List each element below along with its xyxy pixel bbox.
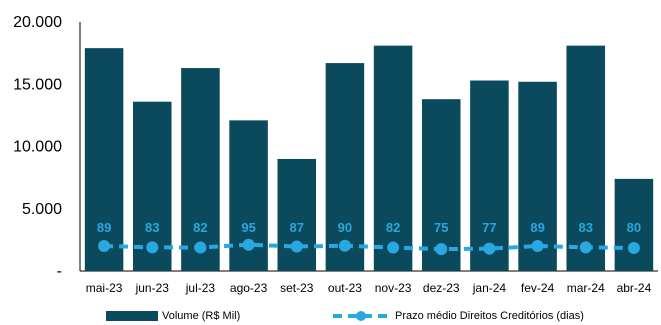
data-label: 77 — [482, 220, 496, 235]
bar — [421, 99, 461, 271]
line-point — [194, 241, 207, 254]
y-tick-label: 10.000 — [13, 139, 62, 156]
line-point — [579, 241, 592, 254]
data-label: 83 — [579, 220, 593, 235]
line-point — [483, 242, 496, 255]
x-tick-label: fev-24 — [521, 281, 555, 295]
bar — [614, 178, 654, 271]
line-point — [242, 238, 255, 251]
x-tick-label: dez-23 — [423, 281, 460, 295]
line-point — [387, 241, 400, 254]
x-tick-label: nov-23 — [375, 281, 412, 295]
data-label: 89 — [97, 220, 111, 235]
bar — [518, 81, 557, 271]
bar — [181, 68, 220, 271]
data-label: 90 — [338, 220, 352, 235]
line-point — [98, 240, 111, 253]
data-label: 80 — [627, 220, 641, 235]
data-label: 83 — [145, 220, 159, 235]
line-point — [435, 243, 448, 256]
line-point — [146, 241, 159, 254]
x-tick-labels: mai-23 jun-23 jul-23 ago-23 set-23 out-23 nov-… — [86, 281, 652, 295]
y-tick-label: 15.000 — [13, 76, 62, 93]
legend-label-prazo: Prazo médio Direitos Creditórios (dias) — [395, 310, 584, 322]
bar-series — [84, 45, 654, 272]
y-tick-labels: - 5.000 10.000 15.000 20.000 — [13, 14, 62, 280]
bar — [84, 48, 124, 271]
x-tick-label: out-23 — [328, 281, 362, 295]
legend-swatch-volume — [106, 311, 158, 321]
y-tick-label: - — [57, 263, 62, 280]
bar — [277, 158, 317, 271]
x-tick-label: jul-23 — [185, 281, 216, 295]
y-tick-label: 5.000 — [22, 201, 62, 218]
x-tick-label: mai-23 — [86, 281, 123, 295]
data-label: 95 — [241, 220, 255, 235]
legend-swatch-prazo — [333, 311, 389, 321]
line-point — [338, 239, 351, 252]
x-tick-label: mar-24 — [567, 281, 605, 295]
bar — [325, 63, 365, 272]
legend-label-volume: Volume (R$ Mil) — [162, 310, 241, 322]
line-point — [290, 240, 303, 253]
data-label: 75 — [434, 220, 448, 235]
legend-item-volume: Volume (R$ Mil) — [106, 309, 240, 323]
data-label: 89 — [530, 220, 544, 235]
line-point — [531, 240, 544, 253]
data-label: 87 — [290, 220, 304, 235]
x-tick-label: jan-24 — [472, 281, 507, 295]
bar — [470, 80, 509, 271]
x-tick-label: jun-23 — [135, 281, 170, 295]
line-path — [104, 242, 634, 252]
legend-item-prazo: Prazo médio Direitos Creditórios (dias) — [331, 309, 584, 323]
data-label: 82 — [386, 220, 400, 235]
y-tick-label: 20.000 — [13, 14, 62, 31]
x-tick-label: abr-24 — [617, 281, 652, 295]
x-tick-label: set-23 — [280, 281, 314, 295]
x-tick-label: ago-23 — [230, 281, 268, 295]
data-label: 82 — [193, 220, 207, 235]
line-series: 89 83 82 95 87 90 82 75 77 89 83 80 — [97, 220, 641, 256]
line-point — [627, 242, 640, 254]
bar — [566, 45, 606, 271]
legend-swatch-prazo-marker — [356, 311, 366, 321]
bar — [373, 45, 413, 271]
